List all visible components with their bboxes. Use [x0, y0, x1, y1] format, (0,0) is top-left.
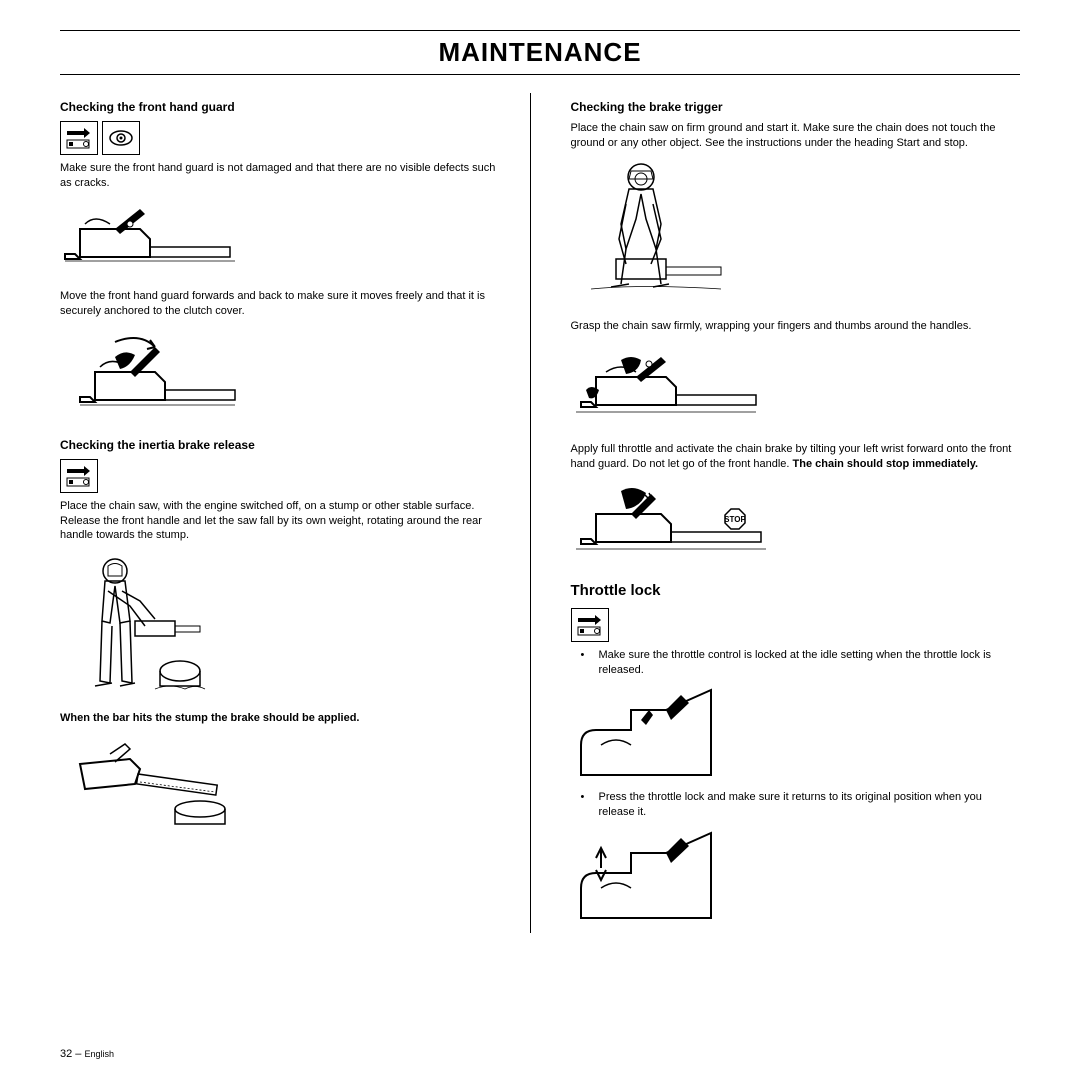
svg-text:STOP: STOP: [724, 515, 746, 524]
dial-arrow-icon: [571, 608, 609, 642]
right-para-3b: The chain should stop immediately.: [793, 458, 979, 470]
section-throttle-lock: Throttle lock: [571, 581, 1021, 601]
dial-arrow-icon: [60, 121, 98, 155]
eye-icon: [102, 121, 140, 155]
dial-arrow-icon: [60, 459, 98, 493]
right-para-1: Place the chain saw on firm ground and s…: [571, 121, 1021, 151]
right-para-3: Apply full throttle and activate the cha…: [571, 442, 1021, 472]
footer-lang: English: [84, 1049, 114, 1059]
right-column: Checking the brake trigger Place the cha…: [571, 93, 1021, 933]
illus-throttle-2: [571, 828, 1021, 923]
illus-stop: STOP: [571, 479, 1021, 569]
icon-row-2: [60, 459, 510, 493]
illus-chainsaw-1: [60, 199, 510, 279]
left-heading-1: Checking the front hand guard: [60, 99, 510, 115]
icon-row-3: [571, 608, 1021, 642]
page-title: MAINTENANCE: [60, 37, 1020, 68]
left-column: Checking the front hand guard Make sure …: [60, 93, 531, 933]
right-para-2: Grasp the chain saw firmly, wrapping you…: [571, 319, 1021, 334]
page-title-bar: MAINTENANCE: [60, 30, 1020, 75]
illus-person-drop: [60, 551, 510, 701]
bullet-1: • Make sure the throttle control is lock…: [581, 648, 1021, 678]
left-para-3: Place the chain saw, with the engine swi…: [60, 499, 510, 544]
illus-throttle-1: [571, 685, 1021, 780]
illus-saw-stump: [60, 734, 510, 834]
page-number: 32: [60, 1048, 72, 1060]
bullet-dot: •: [581, 648, 589, 678]
left-para-4-text: When the bar hits the stump the brake sh…: [60, 712, 359, 724]
left-para-2: Move the front hand guard forwards and b…: [60, 289, 510, 319]
content-columns: Checking the front hand guard Make sure …: [60, 93, 1020, 933]
left-heading-2: Checking the inertia brake release: [60, 437, 510, 453]
illus-grip: [571, 342, 1021, 432]
right-heading-1: Checking the brake trigger: [571, 99, 1021, 115]
icon-row-1: [60, 121, 510, 155]
illus-chainsaw-2: [60, 327, 510, 427]
bullet-dot: •: [581, 790, 589, 820]
bullet-2: • Press the throttle lock and make sure …: [581, 790, 1021, 820]
footer-sep: –: [72, 1048, 84, 1060]
bullet-1-text: Make sure the throttle control is locked…: [599, 648, 1021, 678]
left-para-1: Make sure the front hand guard is not da…: [60, 161, 510, 191]
page-footer: 32 – English: [60, 1048, 114, 1060]
illus-person-start: [571, 159, 1021, 309]
left-para-4: When the bar hits the stump the brake sh…: [60, 711, 510, 726]
bullet-2-text: Press the throttle lock and make sure it…: [599, 790, 1021, 820]
